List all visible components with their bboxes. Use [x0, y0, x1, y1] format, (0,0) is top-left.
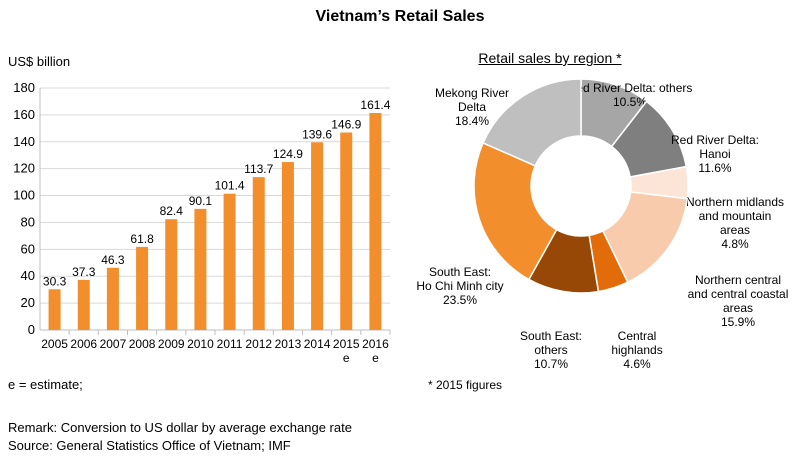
slice-label-line: Red River Delta: — [671, 133, 759, 147]
slice-label-line: 4.8% — [721, 237, 749, 251]
bar-data-label: 90.1 — [189, 194, 213, 208]
slice-label-line: South East: — [520, 329, 582, 343]
x-tick-label: 2014 — [304, 337, 331, 351]
y-tick-label: 100 — [13, 188, 35, 203]
slice-label-line: 11.6% — [698, 161, 731, 175]
x-tick-label: 2011 — [217, 337, 243, 351]
x-tick-label: 2005 — [41, 337, 68, 351]
slice-label-line: 23.5% — [443, 293, 477, 307]
slice-label-line: and central coastal — [688, 287, 789, 301]
slice-label-line: 18.4% — [455, 114, 489, 128]
slice-label-line: Mekong River — [435, 86, 509, 100]
bar — [194, 208, 207, 330]
bar-data-label: 101.4 — [215, 179, 245, 193]
x-tick-label: 2010 — [187, 337, 214, 351]
y-tick-label: 20 — [21, 295, 35, 310]
estimate-note: e = estimate; — [8, 377, 83, 392]
bar — [165, 219, 178, 330]
x-tick-label: 2015 — [333, 337, 360, 351]
slice-label: Red River Delta: others 10.5% — [568, 81, 693, 109]
y-tick-label: 80 — [21, 214, 35, 229]
bar — [106, 267, 119, 330]
y-tick-label: 120 — [13, 161, 35, 176]
bar-data-label: 139.6 — [302, 127, 332, 141]
bar — [281, 162, 294, 330]
x-tick-label: 2007 — [100, 337, 127, 351]
slice-label: Northern central and central coastal areas… — [688, 273, 789, 329]
bar — [77, 279, 90, 330]
donut-slice — [482, 78, 582, 167]
donut-chart-title: Retail sales by region * — [478, 50, 622, 66]
x-tick-estimate-marker: e — [372, 351, 379, 365]
bar — [369, 113, 382, 330]
slice-label: Northern midlands and mountain areas 4.8% — [686, 195, 784, 251]
y-tick-label: 60 — [21, 241, 35, 256]
x-tick-label: 2006 — [70, 337, 97, 351]
slice-label-line: Hanoi — [699, 147, 730, 161]
bar-data-label: 82.4 — [160, 204, 184, 218]
slice-label-line: South East: — [429, 265, 491, 279]
slice-label-line: Red River Delta: others — [568, 81, 693, 95]
x-tick-label: 2009 — [158, 337, 185, 351]
slice-label-line: 10.5% — [613, 95, 647, 109]
slice-label-line: highlands — [611, 343, 662, 357]
y-tick-label: 160 — [13, 107, 35, 122]
x-tick-label: 2008 — [129, 337, 156, 351]
bar-data-label: 146.9 — [331, 118, 361, 132]
slice-label: Red River Delta: Hanoi 11.6% — [671, 133, 759, 175]
slice-label-line: and mountain — [699, 209, 772, 223]
y-tick-label: 140 — [13, 134, 35, 149]
bar-data-label: 37.3 — [72, 265, 96, 279]
x-tick-label: 2012 — [245, 337, 272, 351]
bar — [136, 246, 149, 330]
slice-label-line: Northern midlands — [686, 195, 784, 209]
slice-label-line: 4.6% — [623, 357, 651, 371]
y-tick-label: 0 — [28, 322, 35, 337]
slice-label-line: Northern central — [695, 273, 781, 287]
bar-data-label: 161.4 — [360, 98, 390, 112]
y-axis-unit-label: US$ billion — [8, 54, 71, 69]
footnote-2015-figures: * 2015 figures — [428, 378, 503, 392]
slice-label: Central highlands 4.6% — [611, 329, 662, 371]
slice-label: South East: Ho Chi Minh city 23.5% — [416, 265, 503, 307]
remark-note: Remark: Conversion to US dollar by avera… — [8, 420, 352, 435]
bar-data-label: 46.3 — [101, 253, 125, 267]
slice-label-line: 10.7% — [534, 357, 568, 371]
bar — [223, 193, 236, 330]
page-title: Vietnam’s Retail Sales — [315, 8, 485, 25]
slice-label-line: others — [534, 343, 567, 357]
y-tick-label: 40 — [21, 268, 35, 283]
slice-label: Mekong River Delta 18.4% — [435, 86, 509, 128]
x-tick-estimate-marker: e — [343, 351, 350, 365]
slice-label-line: areas — [720, 223, 750, 237]
bar — [340, 132, 353, 330]
x-tick-label: 2016 — [362, 337, 389, 351]
donut-slice — [473, 141, 558, 281]
y-tick-label: 180 — [13, 80, 35, 95]
bar — [252, 177, 265, 330]
bar-data-label: 61.8 — [130, 232, 154, 246]
slice-label: South East: others 10.7% — [520, 329, 582, 371]
slice-label-line: Central — [618, 329, 657, 343]
bar — [48, 289, 61, 330]
source-note: Source: General Statistics Office of Vie… — [8, 438, 291, 453]
bar — [311, 142, 324, 330]
slice-label-line: Ho Chi Minh city — [416, 279, 503, 293]
slice-label-line: 15.9% — [721, 315, 755, 329]
bar-data-label: 124.9 — [273, 147, 303, 161]
bar-data-label: 113.7 — [244, 162, 273, 176]
bar-data-label: 30.3 — [43, 274, 67, 288]
x-tick-label: 2013 — [275, 337, 302, 351]
slice-label-line: areas — [723, 301, 753, 315]
slice-label-line: Delta — [458, 100, 486, 114]
